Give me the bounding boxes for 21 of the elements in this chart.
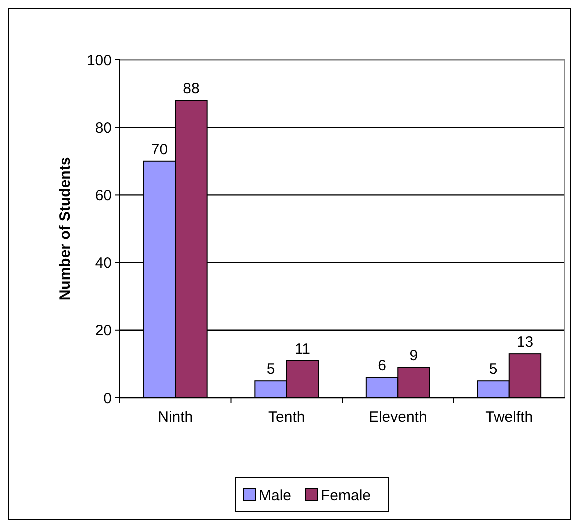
x-tick-label: Tenth bbox=[268, 409, 306, 426]
y-tick-label: 100 bbox=[86, 52, 112, 70]
data-label: 70 bbox=[151, 141, 168, 158]
y-tick-label: 20 bbox=[95, 322, 112, 340]
x-tick-label: Ninth bbox=[158, 409, 194, 426]
y-axis-title: Number of Students bbox=[57, 157, 74, 301]
data-label: 9 bbox=[410, 348, 418, 365]
legend-label: Male bbox=[259, 487, 292, 504]
y-tick-label: 60 bbox=[95, 187, 112, 204]
data-label: 11 bbox=[294, 340, 311, 358]
data-label: 5 bbox=[489, 361, 498, 378]
data-label: 5 bbox=[266, 361, 276, 378]
x-tick-label: Twelfth bbox=[486, 409, 534, 426]
x-tick-label: Eleventh bbox=[368, 409, 428, 426]
data-label: 13 bbox=[516, 334, 534, 352]
data-label: 88 bbox=[183, 80, 200, 98]
y-tick-label: 80 bbox=[95, 120, 112, 137]
data-label: 6 bbox=[378, 358, 386, 375]
y-tick-label: 40 bbox=[95, 255, 112, 272]
legend-label: Female bbox=[321, 487, 372, 504]
y-tick-label: 0 bbox=[104, 390, 112, 408]
